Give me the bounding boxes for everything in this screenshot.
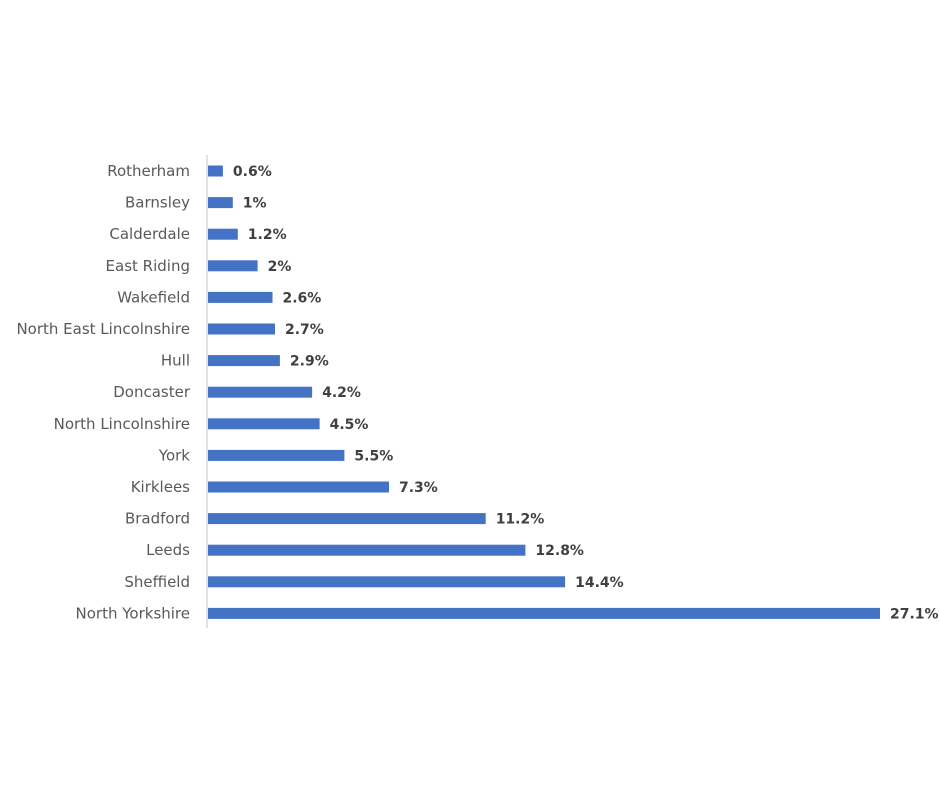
value-label-bradford: 11.2% <box>496 512 545 528</box>
bar-north-lincolnshire <box>208 418 320 430</box>
category-label-north-east-lincolnshire: North East Lincolnshire <box>16 320 190 338</box>
category-label-hull: Hull <box>161 352 190 370</box>
category-label-york: York <box>158 446 191 464</box>
category-label-east-riding: East Riding <box>106 257 190 275</box>
value-label-hull: 2.9% <box>290 354 329 370</box>
category-label-bradford: Bradford <box>125 510 190 528</box>
value-label-rotherham: 0.6% <box>233 164 272 180</box>
bar-wakefield <box>208 291 273 303</box>
value-label-york: 5.5% <box>354 448 393 464</box>
bar-hull <box>208 355 280 367</box>
bars-group <box>208 165 880 619</box>
value-label-calderdale: 1.2% <box>248 227 287 243</box>
category-labels-group: Rotherham Barnsley Calderdale East Riding Wa… <box>16 162 190 622</box>
value-label-east-riding: 2% <box>268 259 292 275</box>
bar-north-yorkshire <box>208 607 880 619</box>
category-label-north-yorkshire: North Yorkshire <box>76 604 190 622</box>
bar-sheffield <box>208 576 566 588</box>
bar-rotherham <box>208 165 223 177</box>
category-label-calderdale: Calderdale <box>109 225 190 243</box>
value-labels-group: 0.6% 1% 1.2% 2% 2.6% 2.7% 2.9% 4.2% 4.5% 5.5% 7.3%… <box>233 164 939 622</box>
bar-leeds <box>208 544 526 556</box>
category-label-barnsley: Barnsley <box>125 194 190 212</box>
category-label-leeds: Leeds <box>146 541 190 559</box>
bar-york <box>208 449 345 461</box>
bar-kirklees <box>208 481 389 493</box>
bar-calderdale <box>208 228 238 240</box>
category-label-rotherham: Rotherham <box>107 162 190 180</box>
category-label-sheffield: Sheffield <box>124 573 190 591</box>
bar-east-riding <box>208 260 258 272</box>
category-label-kirklees: Kirklees <box>131 478 190 496</box>
value-label-north-east-lincolnshire: 2.7% <box>285 322 324 338</box>
bar-doncaster <box>208 386 313 398</box>
bar-north-east-lincolnshire <box>208 323 275 335</box>
bar-bradford <box>208 513 486 525</box>
value-label-kirklees: 7.3% <box>399 480 438 496</box>
category-label-north-lincolnshire: North Lincolnshire <box>54 415 190 433</box>
value-label-wakefield: 2.6% <box>283 290 322 306</box>
bar-barnsley <box>208 197 233 209</box>
value-label-barnsley: 1% <box>243 196 267 212</box>
category-label-wakefield: Wakefield <box>117 288 190 306</box>
category-label-doncaster: Doncaster <box>113 383 191 401</box>
value-label-north-yorkshire: 27.1% <box>890 606 939 622</box>
value-label-sheffield: 14.4% <box>575 575 624 591</box>
value-label-north-lincolnshire: 4.5% <box>330 417 369 433</box>
value-label-leeds: 12.8% <box>535 543 584 559</box>
value-label-doncaster: 4.2% <box>322 385 361 401</box>
